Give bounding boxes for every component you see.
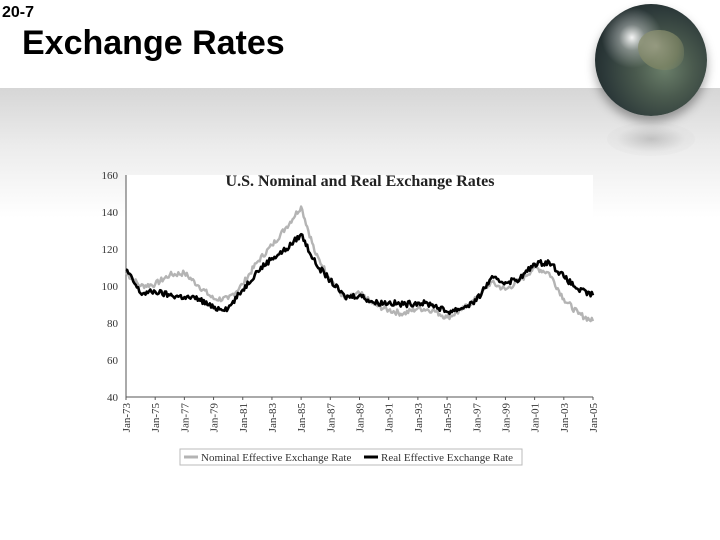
legend-label-nominal: Nominal Effective Exchange Rate bbox=[201, 452, 351, 464]
legend-label-real: Real Effective Exchange Rate bbox=[381, 452, 513, 464]
globe-land-icon bbox=[638, 30, 684, 70]
x-tick-label: Jan-87 bbox=[325, 403, 337, 433]
x-tick-label: Jan-77 bbox=[179, 403, 191, 433]
y-tick-label: 80 bbox=[107, 318, 119, 330]
x-tick-group: Jan-73 Jan-75 Jan-77 Jan-79 Jan-81 Jan-83 Jan-… bbox=[121, 397, 600, 432]
series-line-real bbox=[125, 232, 595, 316]
y-tick-group: 40 60 80 100 120 140 160 bbox=[102, 170, 119, 404]
x-tick-label: Jan-03 bbox=[559, 403, 571, 433]
x-tick-label: Jan-93 bbox=[413, 403, 425, 433]
x-tick-label: Jan-85 bbox=[296, 403, 308, 433]
x-tick-label: Jan-79 bbox=[209, 403, 221, 433]
x-tick-label: Jan-95 bbox=[442, 403, 454, 433]
globe-reflection bbox=[607, 122, 695, 156]
slide-title: Exchange Rates bbox=[22, 24, 285, 62]
exchange-rate-chart: U.S. Nominal and Real Exchange Rates 40 6… bbox=[102, 170, 600, 466]
x-tick-label: Jan-01 bbox=[530, 403, 542, 432]
y-tick-label: 160 bbox=[102, 170, 119, 182]
y-tick-label: 100 bbox=[102, 281, 119, 293]
y-tick-label: 140 bbox=[102, 207, 119, 219]
legend-box bbox=[179, 448, 523, 466]
series-group bbox=[125, 205, 595, 323]
x-tick-label: Jan-97 bbox=[471, 403, 483, 433]
slide-number: 20-7 bbox=[2, 4, 35, 21]
x-tick-label: Jan-99 bbox=[500, 403, 512, 433]
x-tick-label: Jan-81 bbox=[238, 403, 250, 432]
y-tick-label: 60 bbox=[107, 355, 119, 367]
chart-container: U.S. Nominal and Real Exchange Rates 40 6… bbox=[90, 160, 610, 480]
y-tick-label: 40 bbox=[107, 392, 119, 404]
x-tick-label: Jan-91 bbox=[384, 403, 396, 432]
x-tick-label: Jan-05 bbox=[588, 403, 600, 433]
legend: Nominal Effective Exchange Rate Real Eff… bbox=[179, 448, 523, 466]
x-tick-label: Jan-73 bbox=[121, 403, 133, 433]
chart-background bbox=[126, 175, 593, 397]
chart-title: U.S. Nominal and Real Exchange Rates bbox=[226, 173, 495, 190]
x-tick-label: Jan-89 bbox=[355, 403, 367, 433]
x-tick-label: Jan-75 bbox=[150, 403, 162, 433]
y-tick-label: 120 bbox=[102, 244, 119, 256]
x-tick-label: Jan-83 bbox=[267, 403, 279, 433]
